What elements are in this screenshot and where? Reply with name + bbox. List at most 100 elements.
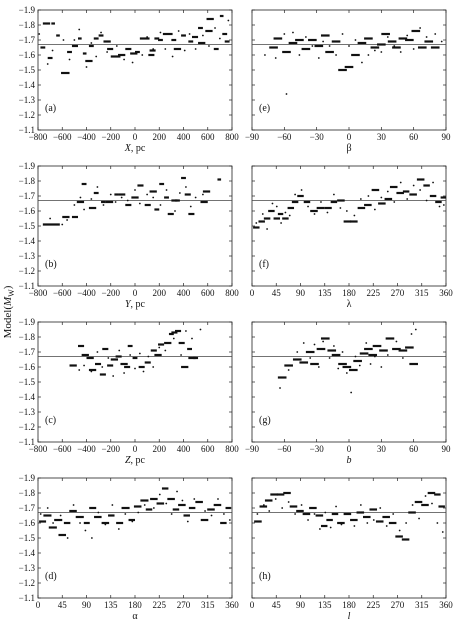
data-point [281,507,284,509]
data-point [107,357,110,359]
data-point [126,199,129,202]
x-tick-label: 800 [225,444,239,454]
data-point [72,504,75,506]
data-point [274,57,277,59]
data-point [406,34,409,37]
y-tick-label: −1.8 [19,488,36,498]
data-point [152,48,155,50]
data-point [345,210,348,212]
y-tick-label: −1.9 [19,5,36,15]
data-point [405,522,408,524]
y-tick-label: −1.1 [19,281,35,291]
data-point [172,337,175,340]
data-point [294,193,297,196]
data-point [379,507,382,509]
data-point [380,51,383,53]
data-point [218,37,221,40]
x-axis-label: l [348,611,351,622]
data-point [214,27,216,29]
data-point [341,33,344,35]
data-point [353,214,356,217]
data-point [117,528,120,530]
data-point [255,222,258,224]
x-tick-label: −30 [310,132,325,142]
data-point [432,181,434,184]
data-point [59,514,62,517]
data-point [262,504,265,506]
y-tick-label: −1.5 [19,533,36,543]
data-point [324,511,327,514]
panel-label: (g) [259,415,271,426]
data-point [361,61,363,64]
x-tick-label: −400 [77,132,96,142]
data-point [294,513,297,515]
data-point [228,519,231,521]
data-point [193,498,196,500]
x-tick-label: −60 [277,132,292,142]
data-point [227,19,230,22]
data-point [52,522,54,524]
panel-c: −1.9 −1.8 −1.7 −1.6 −1.5 −1.4 −1.3 −1.2 −1.1−800… [19,317,240,466]
data-point [46,63,49,65]
y-tick-label: −1.1 [19,437,35,447]
data-point [313,343,316,346]
panel-f: 0 45 90 135 180 225 270 315 360 λ (f) [250,165,453,310]
x-tick-label: 90 [82,600,92,610]
data-point [353,525,356,527]
data-point [283,33,286,35]
data-point [104,523,107,526]
x-tick-label: −400 [77,288,96,298]
x-tick-label: 60 [409,444,419,454]
x-tick-label: −90 [245,132,260,142]
data-point [328,357,331,359]
x-tick-label: 600 [201,444,215,454]
data-point [188,33,191,35]
x-tick-label: −200 [101,132,120,142]
data-point [319,528,321,530]
data-point [171,55,174,58]
y-tick-label: −1.7 [19,347,36,357]
x-tick-label: 180 [128,600,142,610]
data-point [307,519,309,521]
x-tick-label: 200 [153,444,167,454]
data-point [287,369,290,371]
data-point [401,357,404,359]
data-point [398,529,401,532]
data-point [292,31,294,34]
x-tick-label: 800 [225,132,239,142]
y-tick-label: −1.4 [19,236,36,246]
x-tick-label: 180 [342,288,356,298]
x-axis-label: λ [347,299,352,310]
data-point [440,40,443,43]
data-point [322,340,325,343]
y-tick-label: −1.6 [19,50,36,60]
y-tick-label: −1.4 [19,392,36,402]
x-tick-label: 0 [133,444,138,454]
x-tick-label: −200 [101,444,120,454]
data-point [124,513,127,515]
x-tick-label: 135 [318,600,332,610]
data-point [285,93,288,95]
data-point [347,513,349,515]
data-point [66,537,69,539]
y-tick-label: −1.3 [19,407,36,417]
data-point [329,526,332,529]
data-point [186,520,189,523]
y-tick-label: −1.9 [19,317,36,327]
x-axis-label: Z, pc [125,455,146,466]
data-point [328,45,331,47]
panel-d: −1.9 −1.8 −1.7 −1.6 −1.5 −1.4 −1.3 −1.2 −1.10 45 9… [19,473,240,622]
data-point [419,27,422,29]
x-tick-label: 225 [153,600,167,610]
y-tick-label: −1.5 [19,377,36,387]
data-point [152,366,155,368]
data-point [164,48,167,50]
data-point [100,31,102,34]
panel-label: (b) [45,259,57,270]
data-point [320,201,322,203]
x-tick-label: 225 [367,600,381,610]
x-tick-label: 270 [391,600,405,610]
x-tick-label: 315 [415,600,429,610]
data-point [399,51,402,53]
